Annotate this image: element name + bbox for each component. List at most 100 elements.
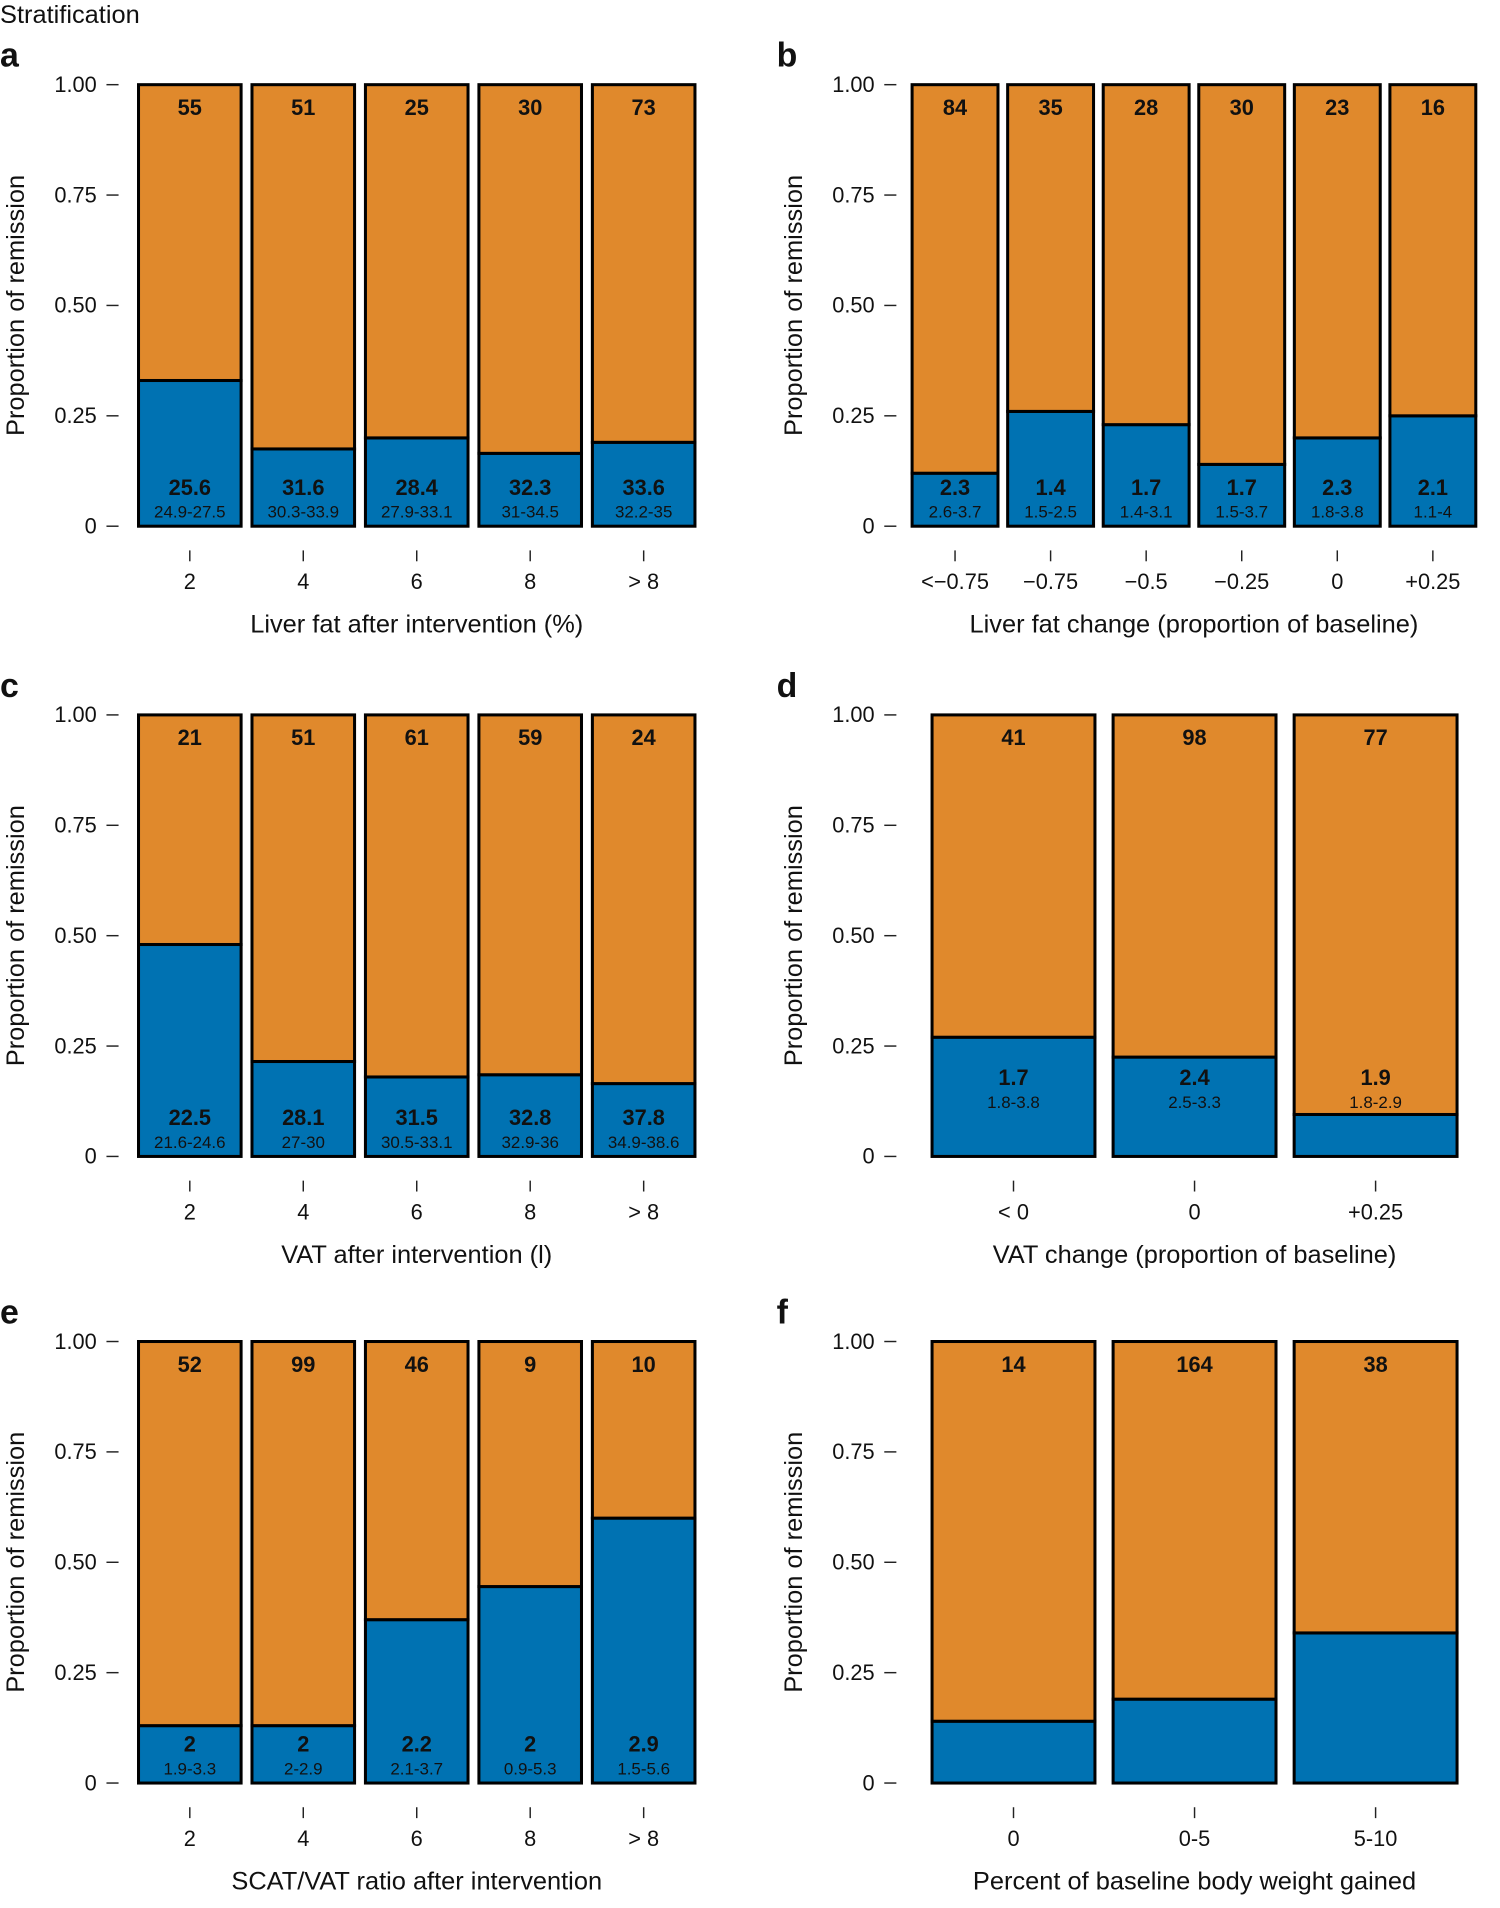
median-label: 28.4 <box>396 475 438 500</box>
median-label: 2 <box>297 1732 309 1757</box>
range-label: 2-2.9 <box>284 1760 323 1779</box>
bar-segment-remission <box>1388 414 1478 528</box>
y-tick-label: 0.25 <box>832 1033 874 1058</box>
bar-segment-remission <box>1292 436 1382 528</box>
x-tick-label: 8 <box>524 569 536 594</box>
y-tick-label: 1.00 <box>54 72 96 97</box>
panel-letter: d <box>777 667 798 705</box>
range-label: 32.9-36 <box>502 1133 559 1152</box>
x-tick-label: <−0.75 <box>921 569 989 594</box>
median-label: 31.6 <box>282 475 324 500</box>
x-axis-label: VAT after intervention (l) <box>281 1241 552 1269</box>
count-label: 46 <box>405 1352 429 1377</box>
bar-segment-remission <box>250 447 357 528</box>
y-tick-label: 0.50 <box>832 923 874 948</box>
y-tick-label: 0.75 <box>54 1439 96 1464</box>
x-axis-label: SCAT/VAT ratio after intervention <box>231 1867 602 1895</box>
x-tick-label: < 0 <box>998 1199 1029 1224</box>
panel-letter: c <box>0 667 19 705</box>
count-label: 59 <box>518 725 542 750</box>
y-tick-label: 0.75 <box>832 182 874 207</box>
range-label: 30.5-33.1 <box>381 1133 453 1152</box>
bar-segment-no-remission <box>137 83 243 383</box>
range-label: 34.9-38.6 <box>608 1133 680 1152</box>
count-label: 23 <box>1325 95 1349 120</box>
bar-segment-remission <box>910 471 1000 528</box>
y-tick-label: 1.00 <box>832 72 874 97</box>
y-tick-label: 0.50 <box>832 293 874 318</box>
x-tick-label: 2 <box>184 569 196 594</box>
median-label: 1.9 <box>1360 1065 1390 1090</box>
y-tick-label: 1.00 <box>832 1329 874 1354</box>
bar-segment-remission <box>137 378 243 528</box>
y-tick-label: 0.75 <box>54 182 96 207</box>
x-tick-label: 4 <box>297 1199 309 1224</box>
y-tick-label: 0.50 <box>54 293 96 318</box>
y-tick-label: 0.25 <box>54 403 96 428</box>
bar-segment-no-remission <box>590 83 697 444</box>
y-tick-label: 0.50 <box>54 923 96 948</box>
count-label: 38 <box>1363 1352 1387 1377</box>
count-label: 51 <box>291 725 315 750</box>
y-tick-label: 0.75 <box>832 1439 874 1464</box>
y-axis-label: Proportion of remission <box>780 1432 808 1693</box>
count-label: 164 <box>1176 1352 1212 1377</box>
y-tick-label: 0.25 <box>54 1660 96 1685</box>
count-label: 30 <box>1230 95 1254 120</box>
bar-segment-no-remission <box>930 713 1097 1039</box>
y-tick-label: 0.25 <box>832 403 874 428</box>
x-tick-label: > 8 <box>628 569 659 594</box>
count-label: 14 <box>1001 1352 1025 1377</box>
bar-segment-remission <box>1292 1631 1459 1785</box>
bar-segment-remission <box>363 436 470 528</box>
median-label: 22.5 <box>169 1105 211 1130</box>
bar-segment-remission <box>363 1075 470 1158</box>
x-tick-label: 2 <box>184 1199 196 1224</box>
y-tick-label: 1.00 <box>832 702 874 727</box>
count-label: 28 <box>1134 95 1158 120</box>
median-label: 2.1 <box>1418 475 1448 500</box>
bar-segment-remission <box>137 1724 243 1785</box>
median-label: 1.7 <box>1131 475 1161 500</box>
bar-segment-no-remission <box>910 83 1000 475</box>
range-label: 2.1-3.7 <box>390 1760 443 1779</box>
median-label: 1.4 <box>1035 475 1065 500</box>
median-label: 33.6 <box>622 475 664 500</box>
range-label: 27-30 <box>282 1133 325 1152</box>
x-tick-label: 8 <box>524 1826 536 1851</box>
median-label: 28.1 <box>282 1105 324 1130</box>
x-tick-label: 8 <box>524 1199 536 1224</box>
y-tick-label: 0 <box>862 513 874 538</box>
bar-segment-remission <box>250 1724 357 1785</box>
bar-segment-remission <box>137 942 243 1158</box>
count-label: 16 <box>1421 95 1445 120</box>
panel-letter: b <box>777 37 798 75</box>
median-label: 2.4 <box>1179 1065 1209 1090</box>
x-tick-label: 0 <box>1188 1199 1200 1224</box>
range-label: 24.9-27.5 <box>154 503 226 522</box>
count-label: 41 <box>1001 725 1025 750</box>
panel-letter: a <box>0 37 20 75</box>
x-tick-label: 6 <box>411 1826 423 1851</box>
range-label: 2.6-3.7 <box>929 503 982 522</box>
y-axis-label: Proportion of remission <box>2 805 30 1066</box>
range-label: 1.8-2.9 <box>1349 1093 1402 1112</box>
bar-segment-no-remission <box>137 713 243 947</box>
x-axis-label: Liver fat change (proportion of baseline… <box>970 611 1419 639</box>
median-label: 2 <box>184 1732 196 1757</box>
bar-segment-no-remission <box>363 83 470 440</box>
bar-segment-no-remission <box>477 1340 584 1589</box>
x-tick-label: > 8 <box>628 1199 659 1224</box>
x-axis-label: VAT change (proportion of baseline) <box>993 1241 1397 1269</box>
median-label: 2.2 <box>402 1732 432 1757</box>
x-tick-label: 0 <box>1331 569 1343 594</box>
range-label: 1.5-3.7 <box>1215 503 1268 522</box>
y-tick-label: 0 <box>85 513 97 538</box>
count-label: 84 <box>943 95 967 120</box>
count-label: 61 <box>405 725 429 750</box>
bar-segment-remission <box>477 1073 584 1158</box>
bar-segment-no-remission <box>1197 83 1287 466</box>
bar-segment-no-remission <box>477 713 584 1077</box>
median-label: 1.7 <box>998 1065 1028 1090</box>
